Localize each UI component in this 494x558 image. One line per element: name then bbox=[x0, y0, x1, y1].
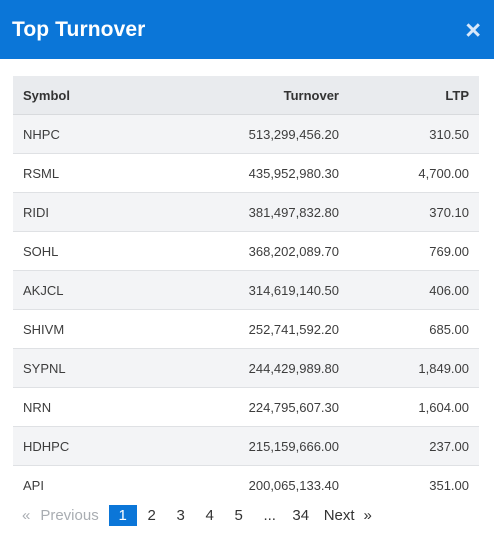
close-icon[interactable]: × bbox=[465, 15, 481, 45]
modal-title: Top Turnover bbox=[12, 17, 146, 41]
cell-ltp: 685.00 bbox=[349, 309, 479, 349]
cell-turnover: 244,429,989.80 bbox=[153, 348, 349, 388]
cell-turnover: 381,497,832.80 bbox=[153, 192, 349, 232]
table-row: NRN 224,795,607.30 1,604.00 bbox=[13, 387, 479, 427]
next-label: Next bbox=[323, 507, 355, 524]
page-button-1[interactable]: 1 bbox=[108, 505, 137, 526]
previous-page-button[interactable]: « Previous bbox=[22, 505, 99, 526]
cell-ltp: 370.10 bbox=[349, 192, 479, 232]
page-button-34[interactable]: 34 bbox=[292, 507, 310, 524]
cell-ltp: 1,604.00 bbox=[349, 387, 479, 427]
cell-symbol: RIDI bbox=[13, 192, 153, 232]
cell-ltp: 406.00 bbox=[349, 270, 479, 310]
previous-label: Previous bbox=[40, 507, 99, 524]
cell-turnover: 200,065,133.40 bbox=[153, 465, 349, 504]
cell-symbol: SOHL bbox=[13, 231, 153, 271]
next-page-button[interactable]: Next » bbox=[324, 505, 372, 526]
double-chevron-right-icon: » bbox=[363, 507, 372, 524]
table-row: SOHL 368,202,089.70 769.00 bbox=[13, 231, 479, 271]
cell-ltp: 351.00 bbox=[349, 465, 479, 504]
table-row: RIDI 381,497,832.80 370.10 bbox=[13, 192, 479, 232]
table-row: HDHPC 215,159,666.00 237.00 bbox=[13, 426, 479, 466]
page-button-4[interactable]: 4 bbox=[205, 507, 214, 524]
cell-turnover: 435,952,980.30 bbox=[153, 153, 349, 193]
cell-symbol: HDHPC bbox=[13, 426, 153, 466]
cell-turnover: 368,202,089.70 bbox=[153, 231, 349, 271]
cell-ltp: 310.50 bbox=[349, 114, 479, 154]
page-button-5[interactable]: 5 bbox=[234, 507, 243, 524]
cell-ltp: 1,849.00 bbox=[349, 348, 479, 388]
table-row: AKJCL 314,619,140.50 406.00 bbox=[13, 270, 479, 310]
cell-ltp: 769.00 bbox=[349, 231, 479, 271]
cell-symbol: API bbox=[13, 465, 153, 504]
cell-symbol: SYPNL bbox=[13, 348, 153, 388]
pagination: « Previous 1 2 3 4 5 ... 34 Next » bbox=[22, 505, 372, 526]
page-button-2[interactable]: 2 bbox=[147, 507, 156, 524]
table-row: RSML 435,952,980.30 4,700.00 bbox=[13, 153, 479, 193]
cell-turnover: 513,299,456.20 bbox=[153, 114, 349, 154]
table-row: SHIVM 252,741,592.20 685.00 bbox=[13, 309, 479, 349]
pagination-ellipsis: ... bbox=[263, 507, 276, 524]
cell-symbol: NHPC bbox=[13, 114, 153, 154]
cell-symbol: AKJCL bbox=[13, 270, 153, 310]
cell-ltp: 237.00 bbox=[349, 426, 479, 466]
page-button-3[interactable]: 3 bbox=[176, 507, 185, 524]
column-header-symbol[interactable]: Symbol bbox=[13, 76, 153, 115]
cell-turnover: 224,795,607.30 bbox=[153, 387, 349, 427]
modal-header: Top Turnover × bbox=[0, 0, 494, 59]
table-row: SYPNL 244,429,989.80 1,849.00 bbox=[13, 348, 479, 388]
cell-turnover: 215,159,666.00 bbox=[153, 426, 349, 466]
column-header-turnover[interactable]: Turnover bbox=[153, 76, 349, 115]
cell-symbol: NRN bbox=[13, 387, 153, 427]
double-chevron-left-icon: « bbox=[22, 507, 31, 524]
turnover-table: Symbol Turnover LTP NHPC 513,299,456.20 … bbox=[13, 76, 479, 504]
table-row: API 200,065,133.40 351.00 bbox=[13, 465, 479, 504]
cell-symbol: SHIVM bbox=[13, 309, 153, 349]
cell-symbol: RSML bbox=[13, 153, 153, 193]
cell-turnover: 252,741,592.20 bbox=[153, 309, 349, 349]
table-header-row: Symbol Turnover LTP bbox=[13, 76, 479, 115]
cell-ltp: 4,700.00 bbox=[349, 153, 479, 193]
cell-turnover: 314,619,140.50 bbox=[153, 270, 349, 310]
table-row: NHPC 513,299,456.20 310.50 bbox=[13, 114, 479, 154]
turnover-table-container: Symbol Turnover LTP NHPC 513,299,456.20 … bbox=[13, 76, 479, 504]
column-header-ltp[interactable]: LTP bbox=[349, 76, 479, 115]
